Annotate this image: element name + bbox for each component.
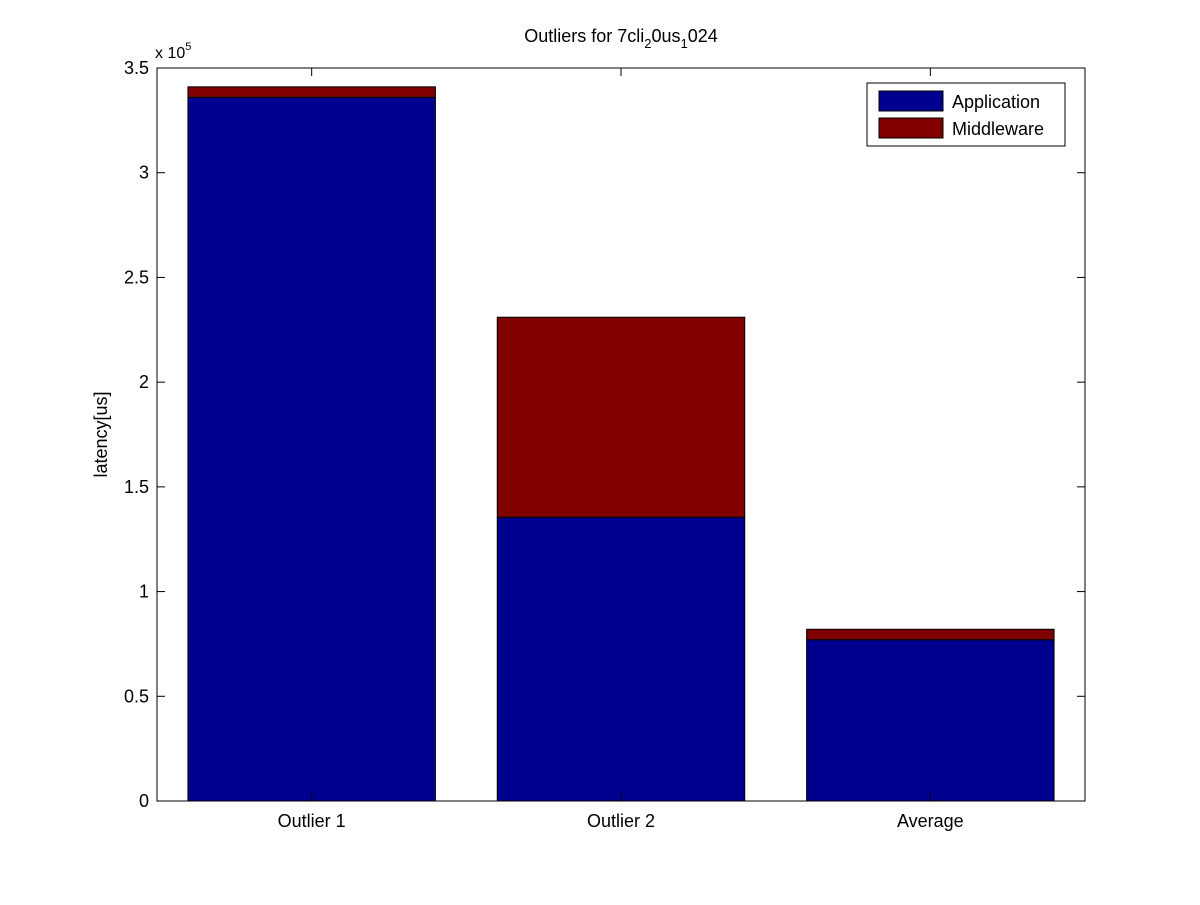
x-tick-label: Average — [897, 811, 964, 831]
y-axis-label: latency[us] — [91, 391, 111, 477]
x-tick-label: Outlier 1 — [278, 811, 346, 831]
x-tick-label: Outlier 2 — [587, 811, 655, 831]
chart-title: Outliers for 7cli20us1024 — [524, 26, 718, 51]
legend-label-application: Application — [952, 92, 1040, 112]
bar-middleware-3 — [806, 628, 1055, 641]
legend-swatch-application — [878, 90, 944, 112]
legend-label-middleware: Middleware — [952, 119, 1044, 139]
y-tick-label: 3.5 — [124, 58, 149, 78]
bar-middleware-1 — [187, 86, 436, 98]
y-exponent-label: x 105 — [155, 41, 191, 62]
bar-application-2 — [496, 516, 746, 802]
ticks — [157, 67, 1085, 802]
bar-application-1 — [187, 96, 436, 802]
labels: 0 0.5 1 1.5 2 2.5 3 3.5 Outlier 1 Outlier 2 Averag… — [91, 26, 964, 831]
y-tick-label: 1 — [139, 582, 149, 602]
bars — [187, 86, 1055, 802]
y-tick-label: 2.5 — [124, 267, 149, 287]
bar-middleware-2 — [496, 316, 746, 518]
y-tick-label: 2 — [139, 372, 149, 392]
y-tick-label: 0 — [139, 791, 149, 811]
y-tick-label: 1.5 — [124, 477, 149, 497]
y-tick-label: 3 — [139, 163, 149, 183]
bar-application-3 — [806, 639, 1055, 802]
legend-swatch-middleware — [878, 117, 944, 139]
y-tick-label: 0.5 — [124, 686, 149, 706]
legend: Application Middleware — [866, 82, 1066, 147]
